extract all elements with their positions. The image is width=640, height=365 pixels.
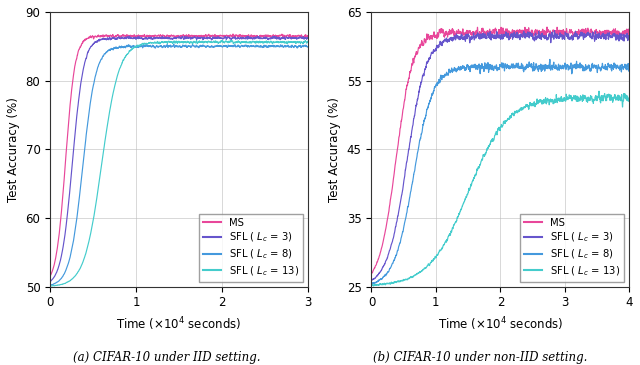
SFL ( $L_c$ = 3): [550, 28, 558, 33]
SFL ( $L_c$ = 13): [297, 41, 305, 45]
Line: MS: MS: [50, 34, 308, 276]
SFL ( $L_c$ = 13): [297, 41, 305, 45]
SFL ( $L_c$ = 8): [304, 45, 312, 49]
SFL ( $L_c$ = 3): [618, 37, 626, 42]
SFL ( $L_c$ = 8): [381, 274, 388, 278]
SFL ( $L_c$ = 13): [595, 89, 603, 93]
MS: [164, 34, 172, 38]
SFL ( $L_c$ = 3): [618, 36, 626, 41]
Text: (a) CIFAR-10 under IID setting.: (a) CIFAR-10 under IID setting.: [73, 351, 260, 364]
SFL ( $L_c$ = 13): [571, 96, 579, 100]
SFL ( $L_c$ = 13): [172, 40, 179, 44]
MS: [297, 34, 305, 38]
SFL ( $L_c$ = 13): [227, 38, 235, 42]
MS: [493, 31, 500, 35]
Legend: MS, SFL ( $L_c$ = 3), SFL ( $L_c$ = 8), SFL ( $L_c$ = 13): MS, SFL ( $L_c$ = 3), SFL ( $L_c$ = 8), …: [199, 214, 303, 282]
SFL ( $L_c$ = 8): [571, 64, 579, 68]
Line: MS: MS: [371, 27, 629, 273]
Line: SFL ( $L_c$ = 3): SFL ( $L_c$ = 3): [371, 31, 629, 281]
SFL ( $L_c$ = 8): [250, 44, 257, 49]
MS: [304, 34, 312, 38]
SFL ( $L_c$ = 8): [60, 273, 67, 277]
SFL ( $L_c$ = 13): [250, 39, 257, 44]
SFL ( $L_c$ = 3): [125, 34, 133, 38]
SFL ( $L_c$ = 13): [486, 143, 494, 147]
SFL ( $L_c$ = 3): [297, 36, 305, 40]
SFL ( $L_c$ = 8): [164, 43, 172, 48]
SFL ( $L_c$ = 8): [170, 42, 178, 46]
SFL ( $L_c$ = 8): [172, 43, 179, 48]
SFL ( $L_c$ = 8): [618, 62, 626, 66]
Y-axis label: Test Accuracy (%): Test Accuracy (%): [7, 97, 20, 202]
SFL ( $L_c$ = 13): [367, 284, 375, 288]
SFL ( $L_c$ = 3): [367, 278, 375, 283]
SFL ( $L_c$ = 3): [571, 34, 579, 38]
SFL ( $L_c$ = 3): [493, 31, 500, 35]
Y-axis label: Test Accuracy (%): Test Accuracy (%): [328, 97, 341, 202]
SFL ( $L_c$ = 13): [493, 132, 500, 137]
Text: (b) CIFAR-10 under non-IID setting.: (b) CIFAR-10 under non-IID setting.: [373, 351, 587, 364]
SFL ( $L_c$ = 8): [546, 57, 554, 62]
X-axis label: Time ($\times10^4$ seconds): Time ($\times10^4$ seconds): [438, 315, 563, 333]
X-axis label: Time ($\times10^4$ seconds): Time ($\times10^4$ seconds): [116, 315, 242, 333]
SFL ( $L_c$ = 13): [618, 93, 626, 98]
SFL ( $L_c$ = 13): [60, 282, 67, 286]
SFL ( $L_c$ = 8): [493, 66, 500, 71]
SFL ( $L_c$ = 13): [381, 281, 388, 285]
MS: [60, 188, 67, 193]
MS: [229, 32, 237, 36]
SFL ( $L_c$ = 8): [486, 67, 494, 72]
SFL ( $L_c$ = 3): [296, 35, 304, 39]
SFL ( $L_c$ = 3): [60, 244, 67, 248]
SFL ( $L_c$ = 8): [297, 44, 305, 48]
SFL ( $L_c$ = 13): [304, 39, 312, 44]
MS: [172, 34, 179, 39]
SFL ( $L_c$ = 13): [47, 284, 54, 288]
SFL ( $L_c$ = 8): [618, 65, 626, 69]
SFL ( $L_c$ = 3): [172, 36, 179, 40]
MS: [296, 34, 304, 38]
MS: [571, 30, 579, 35]
SFL ( $L_c$ = 8): [46, 283, 54, 287]
MS: [618, 32, 626, 37]
SFL ( $L_c$ = 8): [625, 66, 633, 70]
MS: [367, 271, 375, 276]
Legend: MS, SFL ( $L_c$ = 3), SFL ( $L_c$ = 8), SFL ( $L_c$ = 13): MS, SFL ( $L_c$ = 3), SFL ( $L_c$ = 8), …: [520, 214, 624, 282]
Line: SFL ( $L_c$ = 8): SFL ( $L_c$ = 8): [371, 59, 629, 284]
SFL ( $L_c$ = 3): [304, 35, 312, 40]
MS: [381, 233, 388, 237]
SFL ( $L_c$ = 13): [618, 96, 626, 100]
SFL ( $L_c$ = 13): [165, 39, 173, 43]
Line: SFL ( $L_c$ = 13): SFL ( $L_c$ = 13): [371, 91, 629, 286]
SFL ( $L_c$ = 3): [46, 279, 54, 284]
SFL ( $L_c$ = 3): [165, 36, 173, 40]
MS: [543, 25, 551, 29]
Line: SFL ( $L_c$ = 3): SFL ( $L_c$ = 3): [50, 36, 308, 281]
MS: [618, 33, 626, 37]
Line: SFL ( $L_c$ = 13): SFL ( $L_c$ = 13): [50, 40, 308, 286]
SFL ( $L_c$ = 8): [367, 282, 375, 286]
SFL ( $L_c$ = 3): [486, 32, 494, 36]
SFL ( $L_c$ = 3): [250, 36, 257, 41]
MS: [250, 34, 257, 39]
MS: [625, 31, 633, 35]
Line: SFL ( $L_c$ = 8): SFL ( $L_c$ = 8): [50, 44, 308, 285]
MS: [46, 274, 54, 278]
SFL ( $L_c$ = 13): [625, 96, 633, 101]
SFL ( $L_c$ = 8): [296, 44, 304, 48]
SFL ( $L_c$ = 13): [46, 284, 54, 288]
SFL ( $L_c$ = 3): [625, 35, 633, 39]
SFL ( $L_c$ = 3): [381, 262, 388, 266]
MS: [486, 29, 494, 34]
